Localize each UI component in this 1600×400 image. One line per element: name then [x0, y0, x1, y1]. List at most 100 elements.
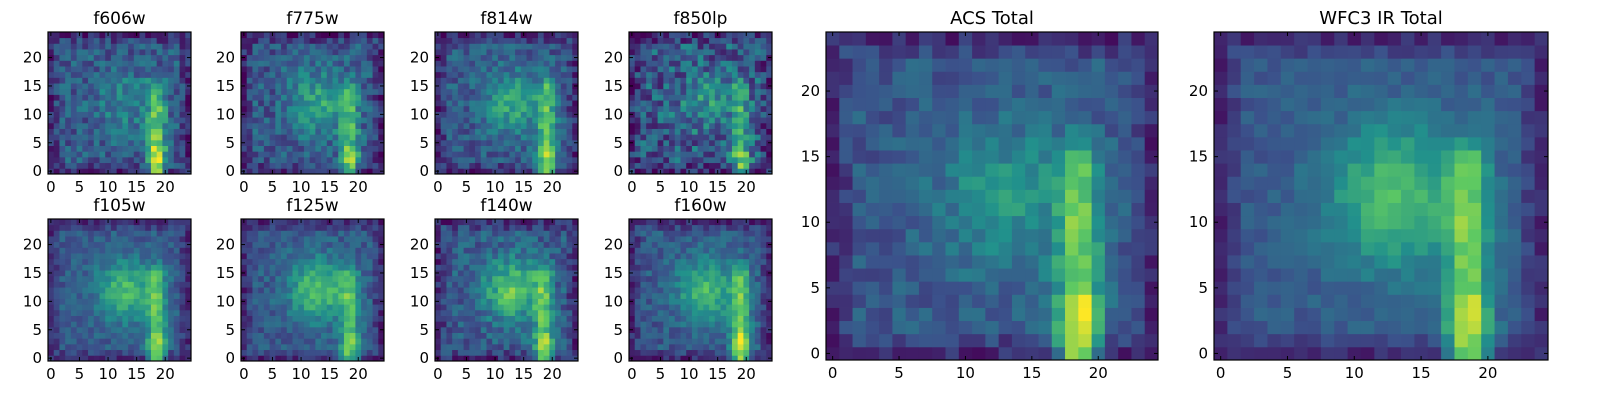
heatmap-cell [532, 343, 539, 351]
heatmap-cell [737, 43, 744, 50]
heatmap-cell [497, 111, 505, 118]
heatmap-cell [70, 349, 77, 356]
heatmap-cell [321, 315, 328, 322]
heatmap-cell [509, 105, 516, 112]
x-tick-label: 0 [46, 178, 56, 196]
heatmap-cell [657, 315, 664, 322]
heatmap-cell [640, 94, 647, 101]
heatmap-cell [749, 128, 756, 135]
heatmap-cell [156, 156, 163, 164]
heatmap-cell [355, 128, 362, 135]
heatmap-cell [88, 343, 95, 351]
heatmap-cell [743, 37, 750, 44]
heatmap-cell [65, 32, 72, 39]
heatmap-cell [457, 326, 464, 333]
heatmap-cell [480, 60, 487, 67]
heatmap-cell [355, 270, 362, 277]
heatmap-cell [697, 349, 704, 356]
heatmap-cell [697, 168, 704, 175]
heatmap-cell [168, 100, 175, 107]
heatmap-cell [156, 230, 163, 237]
heatmap-cell [303, 88, 311, 95]
heatmap-cell [269, 88, 276, 95]
heatmap-cell [686, 71, 693, 78]
heatmap-cell [714, 105, 721, 112]
heatmap-cell [669, 326, 676, 333]
heatmap-cell [252, 326, 259, 333]
heatmap-cell [446, 94, 453, 101]
heatmap-cell [88, 32, 95, 39]
heatmap-cell [726, 60, 733, 67]
heatmap-cell [99, 309, 106, 316]
heatmap-cell [321, 253, 328, 260]
heatmap-cell [168, 270, 175, 277]
heatmap-cell [70, 281, 77, 288]
heatmap-cell [674, 162, 681, 169]
heatmap-cell [361, 264, 368, 271]
heatmap-cell [82, 49, 89, 56]
heatmap-cell [361, 168, 368, 175]
heatmap-cell [532, 287, 539, 294]
heatmap-cell [543, 236, 550, 243]
heatmap-cell [537, 94, 545, 101]
heatmap-cell [452, 88, 459, 95]
heatmap-cell [440, 241, 447, 248]
heatmap-cell [82, 128, 89, 135]
heatmap-cell [572, 309, 579, 316]
heatmap-cell [714, 275, 721, 282]
heatmap-cell [315, 309, 322, 316]
heatmap-cell [275, 315, 282, 322]
heatmap-cell [497, 49, 505, 56]
heatmap-cell [263, 224, 270, 231]
heatmap-cell [321, 275, 328, 282]
heatmap-cell [749, 151, 756, 158]
heatmap-cell [731, 60, 739, 67]
heatmap-cell [105, 292, 112, 299]
heatmap-cell [743, 298, 750, 305]
heatmap-cell [737, 66, 744, 73]
heatmap-cell [246, 247, 253, 254]
heatmap-cell [162, 134, 169, 141]
heatmap-cell [110, 309, 118, 316]
heatmap-cell [361, 219, 368, 226]
heatmap-cell [737, 281, 744, 288]
heatmap-cell [179, 168, 186, 175]
heatmap-cell [520, 94, 527, 101]
heatmap-cell [338, 83, 345, 90]
heatmap-cell [737, 332, 744, 339]
heatmap-cell [105, 230, 112, 237]
heatmap-cell [65, 253, 72, 260]
heatmap-cell [332, 43, 339, 50]
heatmap-cell [446, 88, 453, 95]
heatmap-cell [355, 332, 362, 339]
heatmap-cell [497, 338, 505, 345]
heatmap-cell [139, 66, 146, 73]
heatmap-cell [156, 287, 163, 294]
heatmap-cell [263, 43, 270, 50]
heatmap-cell [446, 77, 453, 84]
heatmap-cell [766, 66, 773, 73]
heatmap-cell [526, 304, 533, 311]
heatmap-cell [128, 94, 135, 101]
heatmap-cell [315, 230, 322, 237]
heatmap-cell [555, 332, 562, 339]
heatmap-cell [703, 349, 710, 356]
heatmap-cell [566, 355, 573, 362]
heatmap-cell [549, 258, 556, 265]
heatmap-cell [173, 253, 180, 260]
heatmap-cell [76, 139, 83, 146]
heatmap-cell [281, 247, 288, 254]
heatmap-cell [162, 236, 169, 243]
heatmap-cell [361, 156, 368, 164]
heatmap-cell [168, 332, 175, 339]
heatmap-cell [82, 162, 89, 169]
heatmap-cell [691, 321, 699, 328]
heatmap-cell [292, 230, 299, 237]
heatmap-cell [463, 332, 470, 339]
heatmap-cell [263, 117, 270, 124]
heatmap-cell [686, 117, 693, 124]
heatmap-cell [532, 264, 539, 271]
heatmap-cell [555, 122, 562, 129]
heatmap-cell [321, 66, 328, 73]
heatmap-cell [258, 54, 265, 61]
